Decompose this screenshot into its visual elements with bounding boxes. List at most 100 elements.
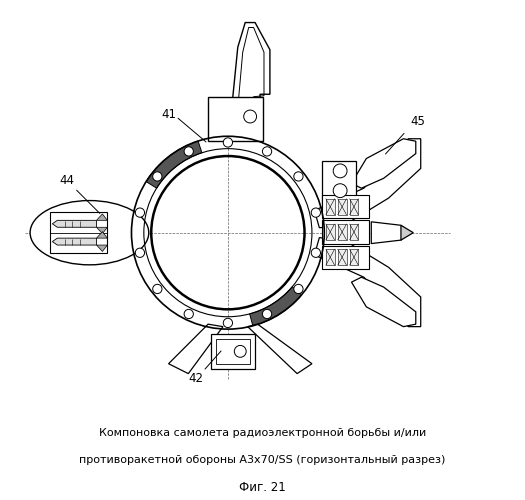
Point (258, 270, 266, 278)
Point (218, 174, 227, 182)
Point (293, 260, 302, 268)
Point (210, 162, 218, 170)
Point (215, 172, 224, 179)
Point (224, 197, 232, 205)
Point (182, 184, 191, 192)
Point (193, 239, 201, 247)
Point (229, 238, 237, 246)
Point (190, 217, 198, 225)
Point (252, 184, 260, 192)
Point (230, 204, 239, 212)
Point (189, 180, 197, 188)
Point (253, 277, 261, 285)
Point (194, 278, 203, 285)
Polygon shape (52, 220, 97, 228)
Point (268, 168, 277, 176)
Point (234, 278, 242, 286)
Point (255, 183, 263, 191)
Point (238, 182, 246, 190)
Point (250, 175, 258, 183)
Point (235, 236, 244, 244)
FancyBboxPatch shape (322, 195, 369, 218)
Point (291, 200, 299, 208)
Point (190, 222, 198, 230)
Point (231, 154, 239, 162)
Point (170, 282, 178, 290)
Point (250, 230, 258, 238)
Point (154, 214, 163, 222)
FancyBboxPatch shape (322, 220, 369, 244)
Point (202, 195, 211, 203)
Point (261, 230, 269, 238)
Point (219, 272, 228, 280)
Point (288, 218, 297, 226)
Point (191, 276, 199, 283)
Point (173, 250, 181, 258)
Point (230, 244, 238, 252)
Point (237, 198, 246, 205)
Point (219, 218, 228, 226)
Point (192, 212, 201, 220)
Point (214, 181, 223, 189)
Point (290, 249, 298, 257)
Point (263, 230, 271, 238)
Point (166, 244, 175, 252)
Point (203, 234, 211, 241)
Point (193, 280, 201, 287)
Point (300, 228, 308, 235)
Point (169, 275, 177, 283)
Point (209, 280, 218, 287)
Point (187, 164, 196, 172)
Point (232, 254, 240, 262)
Point (191, 186, 199, 194)
Point (238, 166, 246, 173)
Point (155, 262, 164, 270)
Point (234, 155, 242, 163)
Point (227, 276, 235, 283)
Point (246, 157, 254, 165)
Point (216, 297, 225, 305)
Point (151, 250, 160, 258)
Point (277, 228, 285, 235)
Point (195, 170, 203, 178)
Point (152, 236, 161, 244)
Point (218, 242, 226, 250)
Point (247, 298, 255, 306)
Point (285, 224, 293, 232)
Point (164, 221, 173, 229)
Point (249, 208, 258, 216)
Point (267, 280, 275, 288)
Point (256, 224, 265, 232)
Point (223, 290, 232, 298)
Point (202, 201, 210, 209)
Point (192, 280, 200, 288)
Point (274, 241, 282, 249)
Point (200, 248, 208, 256)
Point (208, 210, 217, 218)
Point (155, 258, 163, 266)
Point (191, 244, 199, 252)
Point (223, 160, 232, 168)
Point (218, 177, 226, 185)
Point (253, 161, 261, 169)
Point (281, 268, 289, 276)
Point (272, 274, 281, 282)
Point (266, 243, 274, 251)
Point (265, 231, 273, 239)
Polygon shape (97, 232, 108, 238)
Point (259, 180, 267, 188)
Point (276, 200, 284, 208)
Point (277, 218, 285, 226)
Point (280, 276, 288, 284)
Point (264, 267, 272, 275)
Point (202, 160, 210, 168)
Point (261, 185, 269, 193)
Point (262, 285, 270, 293)
Point (206, 169, 214, 177)
Point (201, 290, 209, 298)
Point (285, 192, 293, 200)
Point (206, 296, 215, 304)
Point (228, 192, 237, 200)
Point (164, 194, 172, 202)
Point (152, 238, 160, 246)
